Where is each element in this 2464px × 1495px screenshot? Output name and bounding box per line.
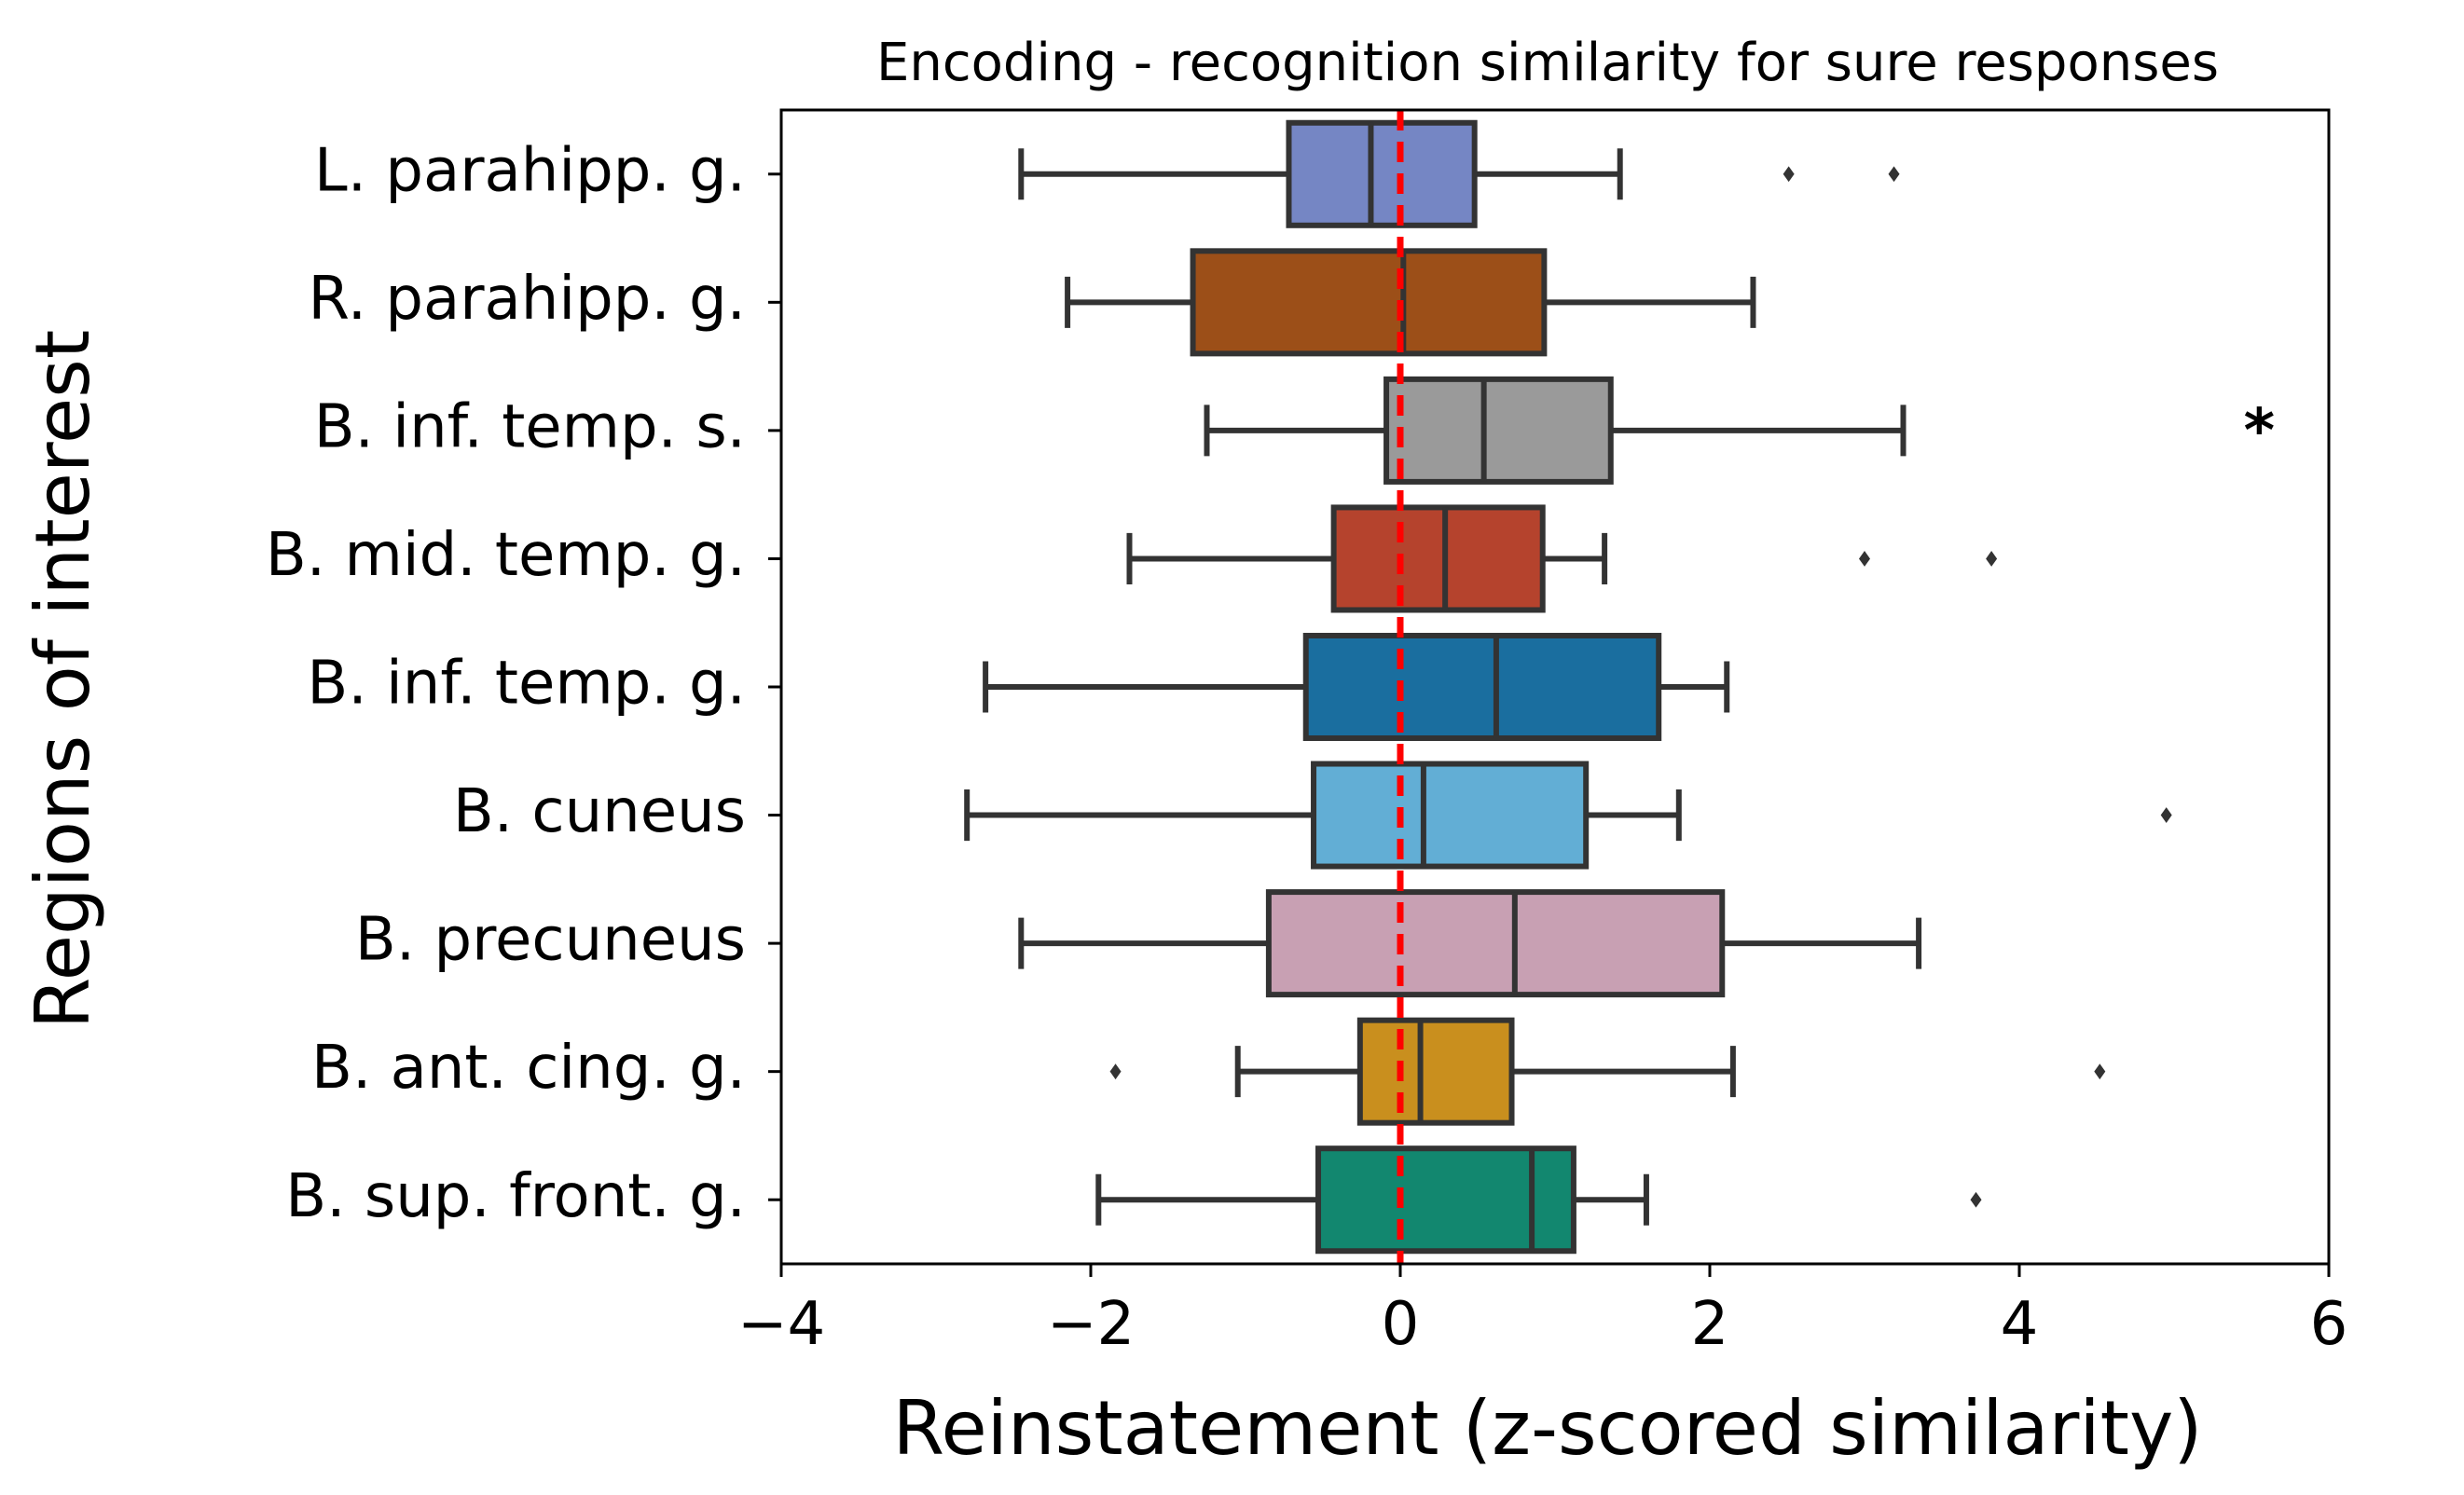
iqr-box <box>1311 761 1590 870</box>
x-tick-label: −2 <box>1047 1290 1135 1359</box>
iqr-box <box>1265 889 1726 998</box>
plot-layer: L. parahipp. g. R. parahipp. g. B. inf. te… <box>266 108 2348 1359</box>
y-tick-label: R. parahipp. g. <box>309 265 747 334</box>
x-axis-title: Reinstatement (z-scored similarity) <box>892 1385 2202 1472</box>
outlier-point <box>1859 551 1870 567</box>
iqr-box <box>1286 119 1478 228</box>
outlier-point <box>2160 807 2172 823</box>
iqr-box <box>1383 376 1614 485</box>
box-1 <box>1018 119 1900 228</box>
x-tick-label: 2 <box>1691 1290 1729 1359</box>
box-7 <box>1018 889 1922 998</box>
x-tick-label: 6 <box>2310 1290 2348 1359</box>
y-axis-title: Regions of interest <box>20 330 106 1029</box>
box-6 <box>964 761 2172 870</box>
y-tick-label: L. parahipp. g. <box>314 136 746 205</box>
significance-marker: * <box>2244 397 2275 466</box>
box-9 <box>1095 1145 1982 1255</box>
outlier-point <box>1109 1063 1122 1080</box>
y-tick-label: B. mid. temp. g. <box>266 521 746 590</box>
box-8 <box>1109 1017 2106 1126</box>
outlier-point <box>2094 1063 2106 1080</box>
box-2 <box>1065 248 1756 357</box>
outlier-point <box>1986 551 1998 567</box>
iqr-box <box>1302 632 1662 742</box>
y-tick-label: B. precuneus <box>355 906 746 975</box>
iqr-box <box>1330 504 1546 613</box>
outlier-point <box>1888 166 1900 183</box>
iqr-box <box>1356 1017 1515 1126</box>
y-tick-label: B. ant. cing. g. <box>311 1034 746 1103</box>
outlier-point <box>1783 166 1795 183</box>
iqr-box <box>1190 248 1548 357</box>
y-tick-label: B. inf. temp. g. <box>307 650 746 719</box>
iqr-box <box>1315 1145 1576 1255</box>
box-3 <box>1204 376 1907 485</box>
y-tick-label: B. cuneus <box>453 777 746 846</box>
y-tick-label: B. inf. temp. s. <box>314 392 746 461</box>
x-tick-label: 4 <box>2001 1290 2039 1359</box>
box-4 <box>1126 504 1998 613</box>
chart-title: Encoding - recognition similarity for su… <box>876 33 2219 93</box>
outlier-point <box>1970 1191 1982 1208</box>
x-tick-label: 0 <box>1382 1290 1420 1359</box>
box-5 <box>983 632 1730 742</box>
y-tick-label: B. sup. front. g. <box>285 1162 746 1231</box>
x-tick-label: −4 <box>737 1290 825 1359</box>
